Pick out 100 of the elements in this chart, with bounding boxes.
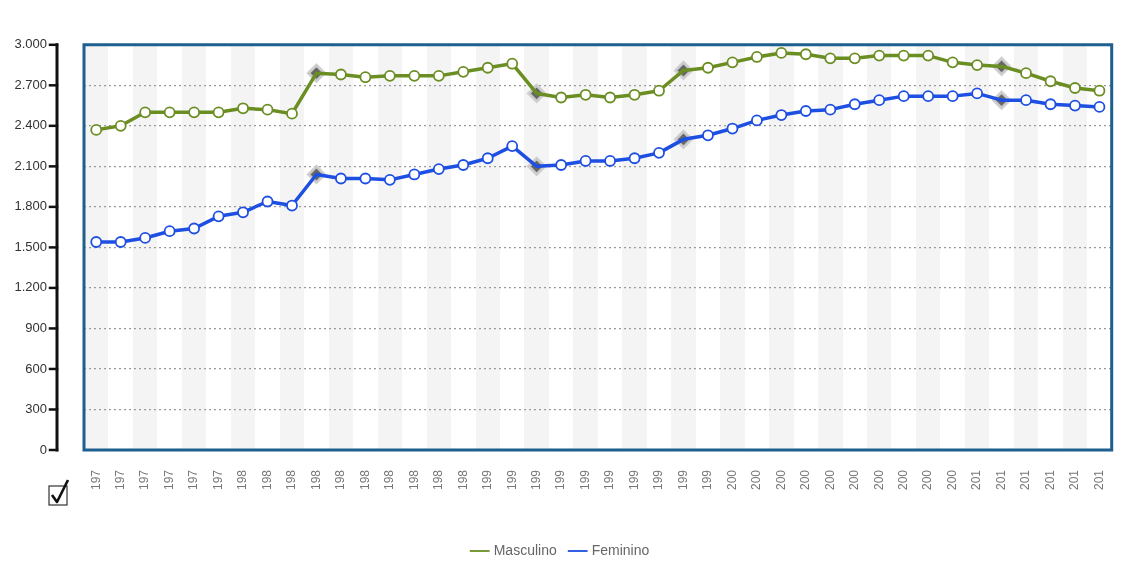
point bbox=[432, 163, 445, 175]
point bbox=[506, 140, 519, 152]
point bbox=[555, 159, 568, 171]
point bbox=[1069, 99, 1081, 112]
point bbox=[897, 49, 910, 62]
point bbox=[604, 155, 616, 167]
point bbox=[286, 107, 298, 120]
point bbox=[286, 199, 298, 212]
point bbox=[139, 106, 152, 119]
point bbox=[359, 172, 372, 185]
x-tick-label: 199 bbox=[651, 469, 666, 491]
point bbox=[408, 168, 421, 181]
x-tick-label: 200 bbox=[749, 469, 764, 491]
y-tick-label: 300 bbox=[25, 401, 47, 417]
y-tick-label: 0 bbox=[39, 441, 47, 457]
point bbox=[799, 48, 812, 61]
point bbox=[922, 90, 935, 103]
point bbox=[212, 210, 225, 223]
y-tick-label: 1.500 bbox=[14, 238, 47, 254]
point bbox=[702, 61, 714, 74]
y-tick-label: 2.400 bbox=[14, 117, 47, 133]
point bbox=[751, 114, 763, 127]
point bbox=[261, 195, 274, 208]
x-tick-label: 199 bbox=[700, 469, 715, 491]
point bbox=[237, 206, 249, 219]
point bbox=[1093, 101, 1106, 113]
point bbox=[897, 90, 910, 103]
point bbox=[726, 122, 739, 135]
point bbox=[799, 105, 812, 117]
x-tick-label: 198 bbox=[431, 469, 446, 491]
point bbox=[457, 65, 470, 78]
point bbox=[481, 152, 494, 165]
point bbox=[1020, 94, 1032, 107]
point bbox=[702, 129, 714, 142]
x-tick-label: 197 bbox=[113, 469, 128, 491]
point bbox=[1044, 75, 1057, 88]
x-tick-label: 198 bbox=[235, 469, 250, 491]
point bbox=[579, 155, 592, 167]
y-tick-label: 600 bbox=[25, 360, 47, 376]
point bbox=[873, 49, 886, 62]
point bbox=[1069, 82, 1081, 94]
x-tick-label: 199 bbox=[480, 469, 495, 491]
point bbox=[383, 173, 396, 186]
x-tick-label: 201 bbox=[1067, 469, 1082, 491]
point bbox=[114, 236, 127, 248]
point bbox=[848, 98, 861, 111]
x-tick-label: 198 bbox=[259, 469, 274, 491]
point bbox=[848, 52, 861, 65]
legend-label: Feminino bbox=[591, 541, 650, 558]
point bbox=[628, 88, 641, 101]
x-tick-label: 198 bbox=[333, 469, 348, 491]
x-tick-label: 201 bbox=[1042, 469, 1057, 491]
x-tick-label: 200 bbox=[871, 469, 886, 491]
y-tick-label: 900 bbox=[25, 320, 47, 336]
point bbox=[163, 225, 176, 238]
x-tick-label: 200 bbox=[724, 469, 739, 491]
point bbox=[457, 159, 470, 171]
x-tick-label: 199 bbox=[675, 469, 690, 491]
x-tick-label: 198 bbox=[357, 469, 372, 491]
point bbox=[653, 146, 665, 159]
x-tick-label: 198 bbox=[382, 469, 397, 491]
point bbox=[90, 236, 103, 248]
x-tick-label: 199 bbox=[602, 469, 617, 491]
point bbox=[261, 103, 274, 116]
point bbox=[971, 87, 984, 100]
x-tick-label: 197 bbox=[210, 469, 225, 491]
point bbox=[775, 109, 788, 121]
point bbox=[824, 103, 837, 116]
point bbox=[335, 68, 347, 81]
x-tick-label: 198 bbox=[406, 469, 421, 491]
point bbox=[628, 152, 641, 165]
point bbox=[237, 102, 249, 115]
point bbox=[555, 91, 568, 104]
point bbox=[824, 52, 837, 65]
point bbox=[922, 49, 935, 62]
y-tick-label: 3.000 bbox=[14, 36, 47, 52]
point bbox=[163, 106, 176, 119]
point bbox=[432, 69, 445, 82]
x-tick-label: 200 bbox=[944, 469, 959, 491]
point bbox=[946, 56, 959, 69]
x-tick-label: 199 bbox=[626, 469, 641, 491]
point bbox=[604, 91, 616, 104]
point bbox=[579, 88, 592, 101]
x-tick-label: 197 bbox=[186, 469, 201, 491]
point bbox=[212, 106, 225, 119]
x-tick-label: 200 bbox=[798, 469, 813, 491]
x-tick-label: 201 bbox=[993, 469, 1008, 491]
point bbox=[946, 90, 959, 103]
x-tick-label: 197 bbox=[137, 469, 152, 491]
x-tick-label: 200 bbox=[822, 469, 837, 491]
point bbox=[1093, 84, 1106, 97]
point bbox=[188, 106, 201, 119]
x-tick-label: 200 bbox=[773, 469, 788, 491]
x-tick-label: 199 bbox=[528, 469, 543, 491]
x-tick-label: 199 bbox=[553, 469, 568, 491]
point bbox=[1044, 98, 1057, 111]
point bbox=[751, 51, 763, 63]
point bbox=[359, 71, 372, 84]
point bbox=[114, 119, 127, 132]
point bbox=[383, 69, 396, 82]
